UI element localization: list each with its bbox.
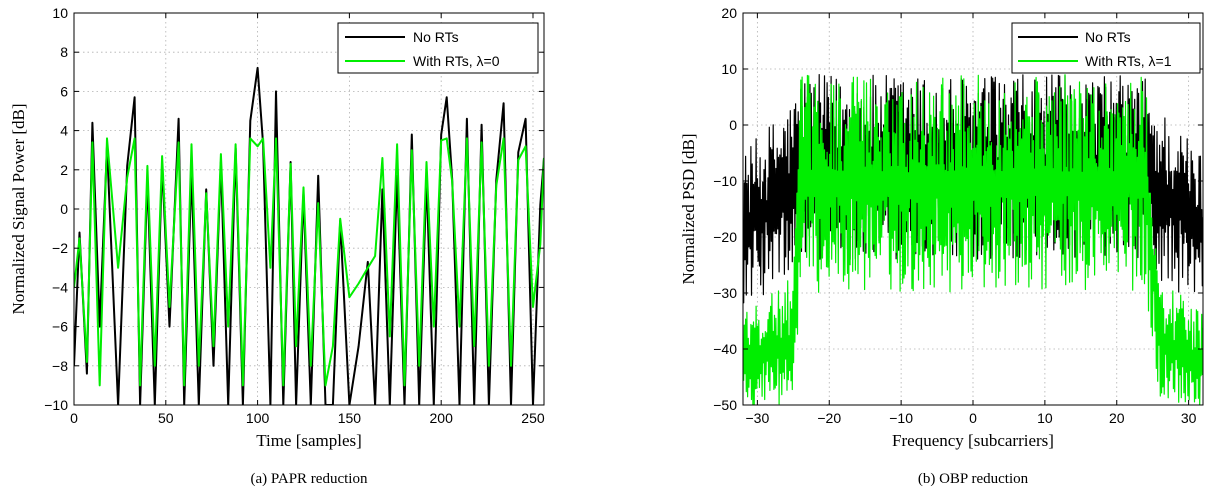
panel-b-legend: No RTs With RTs, λ=1 [1011, 22, 1201, 74]
panel-b-xtick-label: −10 [889, 410, 913, 426]
panel-a-xtick-label: 250 [521, 410, 545, 426]
panel-a-xtick-label: 0 [70, 410, 78, 426]
panel-b-ytick-label: 20 [721, 5, 737, 21]
panel-b-legend-box [1011, 22, 1201, 74]
panel-a-plot [74, 66, 544, 405]
panel-b-legend-label-with-rts: With RTs, λ=1 [1085, 53, 1172, 69]
panel-b-caption: (b) OBP reduction [918, 471, 1029, 487]
panel-a-legend-box [337, 22, 539, 74]
panel-b-ytick-label: −50 [713, 397, 737, 413]
panel-b-xtick-label: 20 [1109, 410, 1125, 426]
panel-b-series-with-rts-line [743, 74, 1203, 405]
panel-b-xticks: −30 −20 −10 0 10 20 30 [746, 13, 1197, 426]
panel-b-ytick-label: −40 [713, 341, 737, 357]
panel-a-ytick-label: −4 [52, 279, 68, 295]
panel-b-plot [743, 73, 1203, 405]
panel-b-ytick-label: 0 [729, 117, 737, 133]
panel-b-ylabel: Normalized PSD [dB] [679, 133, 698, 284]
panel-a-ytick-label: −8 [52, 358, 68, 374]
panel-a-ytick-label: 2 [60, 162, 68, 178]
panel-a-ylabel: Normalized Signal Power [dB] [9, 103, 28, 314]
panel-a: 0 50 100 150 200 250 −10 −8 −6 −4 −2 0 2 4 6 8 10 Time … [9, 5, 545, 487]
panel-b-ytick-label: −10 [713, 173, 737, 189]
panel-b-yticks: −50 −40 −30 −20 −10 0 10 20 [713, 5, 1203, 413]
panel-a-yticks: −10 −8 −6 −4 −2 0 2 4 6 8 10 [44, 5, 544, 413]
panel-b-ytick-label: 10 [721, 61, 737, 77]
panel-a-legend-label-with-rts: With RTs, λ=0 [413, 53, 500, 69]
panel-a-ytick-label: 6 [60, 83, 68, 99]
panel-a-ytick-label: 0 [60, 201, 68, 217]
panel-a-ytick-label: −10 [44, 397, 68, 413]
panel-b-legend-label-no-rts: No RTs [1085, 29, 1131, 45]
panel-a-ytick-label: 8 [60, 44, 68, 60]
panel-b-ytick-label: −20 [713, 229, 737, 245]
panel-b-xtick-label: −20 [817, 410, 841, 426]
panel-a-legend-label-no-rts: No RTs [413, 29, 459, 45]
panel-a-caption: (a) PAPR reduction [251, 471, 368, 487]
panel-a-series-with-rts-line [74, 137, 544, 387]
panel-b-xlabel: Frequency [subcarriers] [892, 431, 1054, 450]
panel-a-legend: No RTs With RTs, λ=0 [337, 22, 539, 74]
panel-a-ytick-label: 10 [52, 5, 68, 21]
panel-a-xticks: 0 50 100 150 200 250 [70, 13, 545, 426]
panel-a-xlabel: Time [samples] [256, 431, 362, 450]
panel-a-ytick-label: −2 [52, 240, 68, 256]
panel-b-xtick-label: 30 [1181, 410, 1197, 426]
panel-a-xtick-label: 100 [246, 410, 270, 426]
panel-a-xtick-label: 50 [158, 410, 174, 426]
panel-b-xtick-label: −30 [746, 410, 770, 426]
panel-a-xtick-label: 150 [338, 410, 362, 426]
panel-b-ytick-label: −30 [713, 285, 737, 301]
panel-b: −30 −20 −10 0 10 20 30 −50 −40 −30 −20 −10 0 10 20 Fr… [679, 5, 1204, 487]
panel-a-ytick-label: −6 [52, 319, 68, 335]
panel-a-xtick-label: 200 [430, 410, 454, 426]
panel-b-xtick-label: 0 [969, 410, 977, 426]
panel-a-ytick-label: 4 [60, 123, 68, 139]
panel-b-xtick-label: 10 [1037, 410, 1053, 426]
